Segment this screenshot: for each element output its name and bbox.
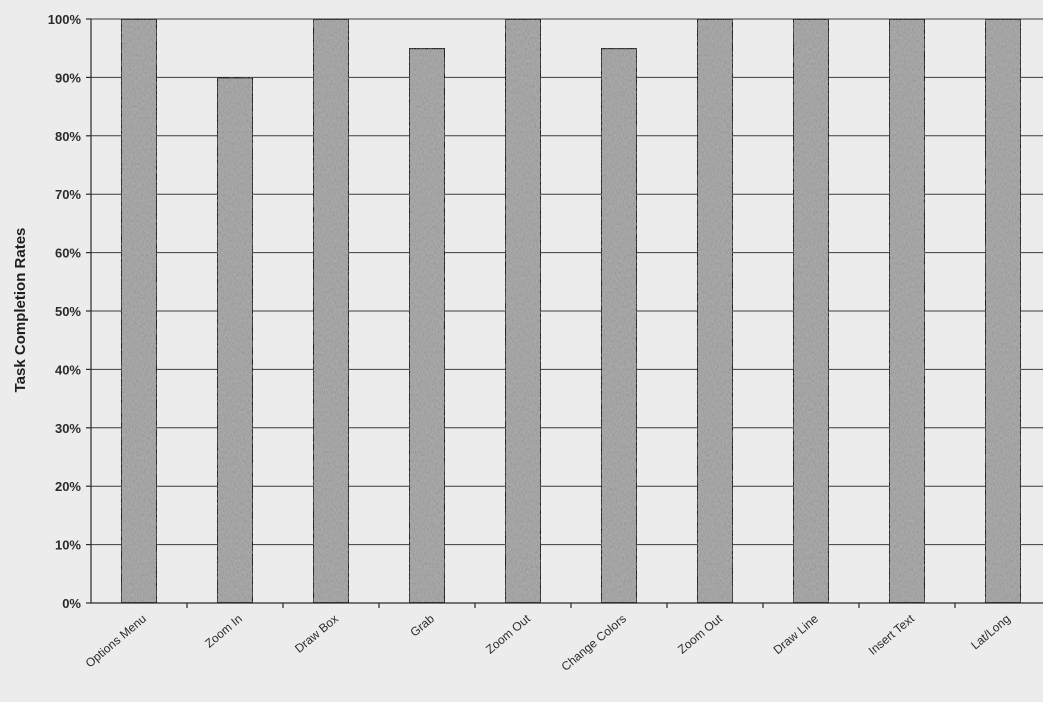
bar	[601, 48, 637, 603]
x-tick-label: Zoom In	[202, 612, 245, 651]
bar	[217, 77, 253, 603]
y-tick-label: 80%	[55, 129, 81, 144]
x-tick-label: Grab	[407, 611, 437, 639]
bar	[793, 19, 829, 603]
y-tick-label: 60%	[55, 246, 81, 261]
y-tick-label: 50%	[55, 304, 81, 319]
bar	[505, 19, 541, 603]
x-tick-label: Insert Text	[866, 611, 918, 658]
x-tick-label: Options Menu	[83, 612, 149, 671]
x-tick-label: Change Colors	[559, 612, 629, 674]
bar	[121, 19, 157, 603]
y-tick-label: 20%	[55, 479, 81, 494]
x-tick-label: Zoom Out	[675, 611, 725, 656]
bar	[889, 19, 925, 603]
y-tick-label: 90%	[55, 70, 81, 85]
x-tick-label: Zoom Out	[483, 611, 533, 656]
x-tick-label: Draw Line	[771, 611, 822, 657]
bar	[697, 19, 733, 603]
y-tick-label: 10%	[55, 538, 81, 553]
bar	[985, 19, 1021, 603]
y-tick-label: 0%	[62, 596, 81, 611]
y-tick-label: 100%	[48, 12, 82, 27]
y-tick-label: 70%	[55, 187, 81, 202]
x-tick-label: Draw Box	[292, 612, 341, 656]
x-tick-label: Lat/Long	[968, 612, 1013, 653]
y-tick-labels: 0% 10% 20% 30% 40% 50% 60% 70% 80% 90% 100%	[48, 12, 82, 611]
y-axis-title: Task Completion Rates	[12, 228, 29, 393]
bar	[409, 48, 445, 603]
x-tick-labels: Options Menu Zoom In Draw Box Grab Zoom Out C…	[83, 611, 1013, 674]
y-tick-label: 30%	[55, 421, 81, 436]
y-tick-label: 40%	[55, 362, 81, 377]
bar	[313, 19, 349, 603]
